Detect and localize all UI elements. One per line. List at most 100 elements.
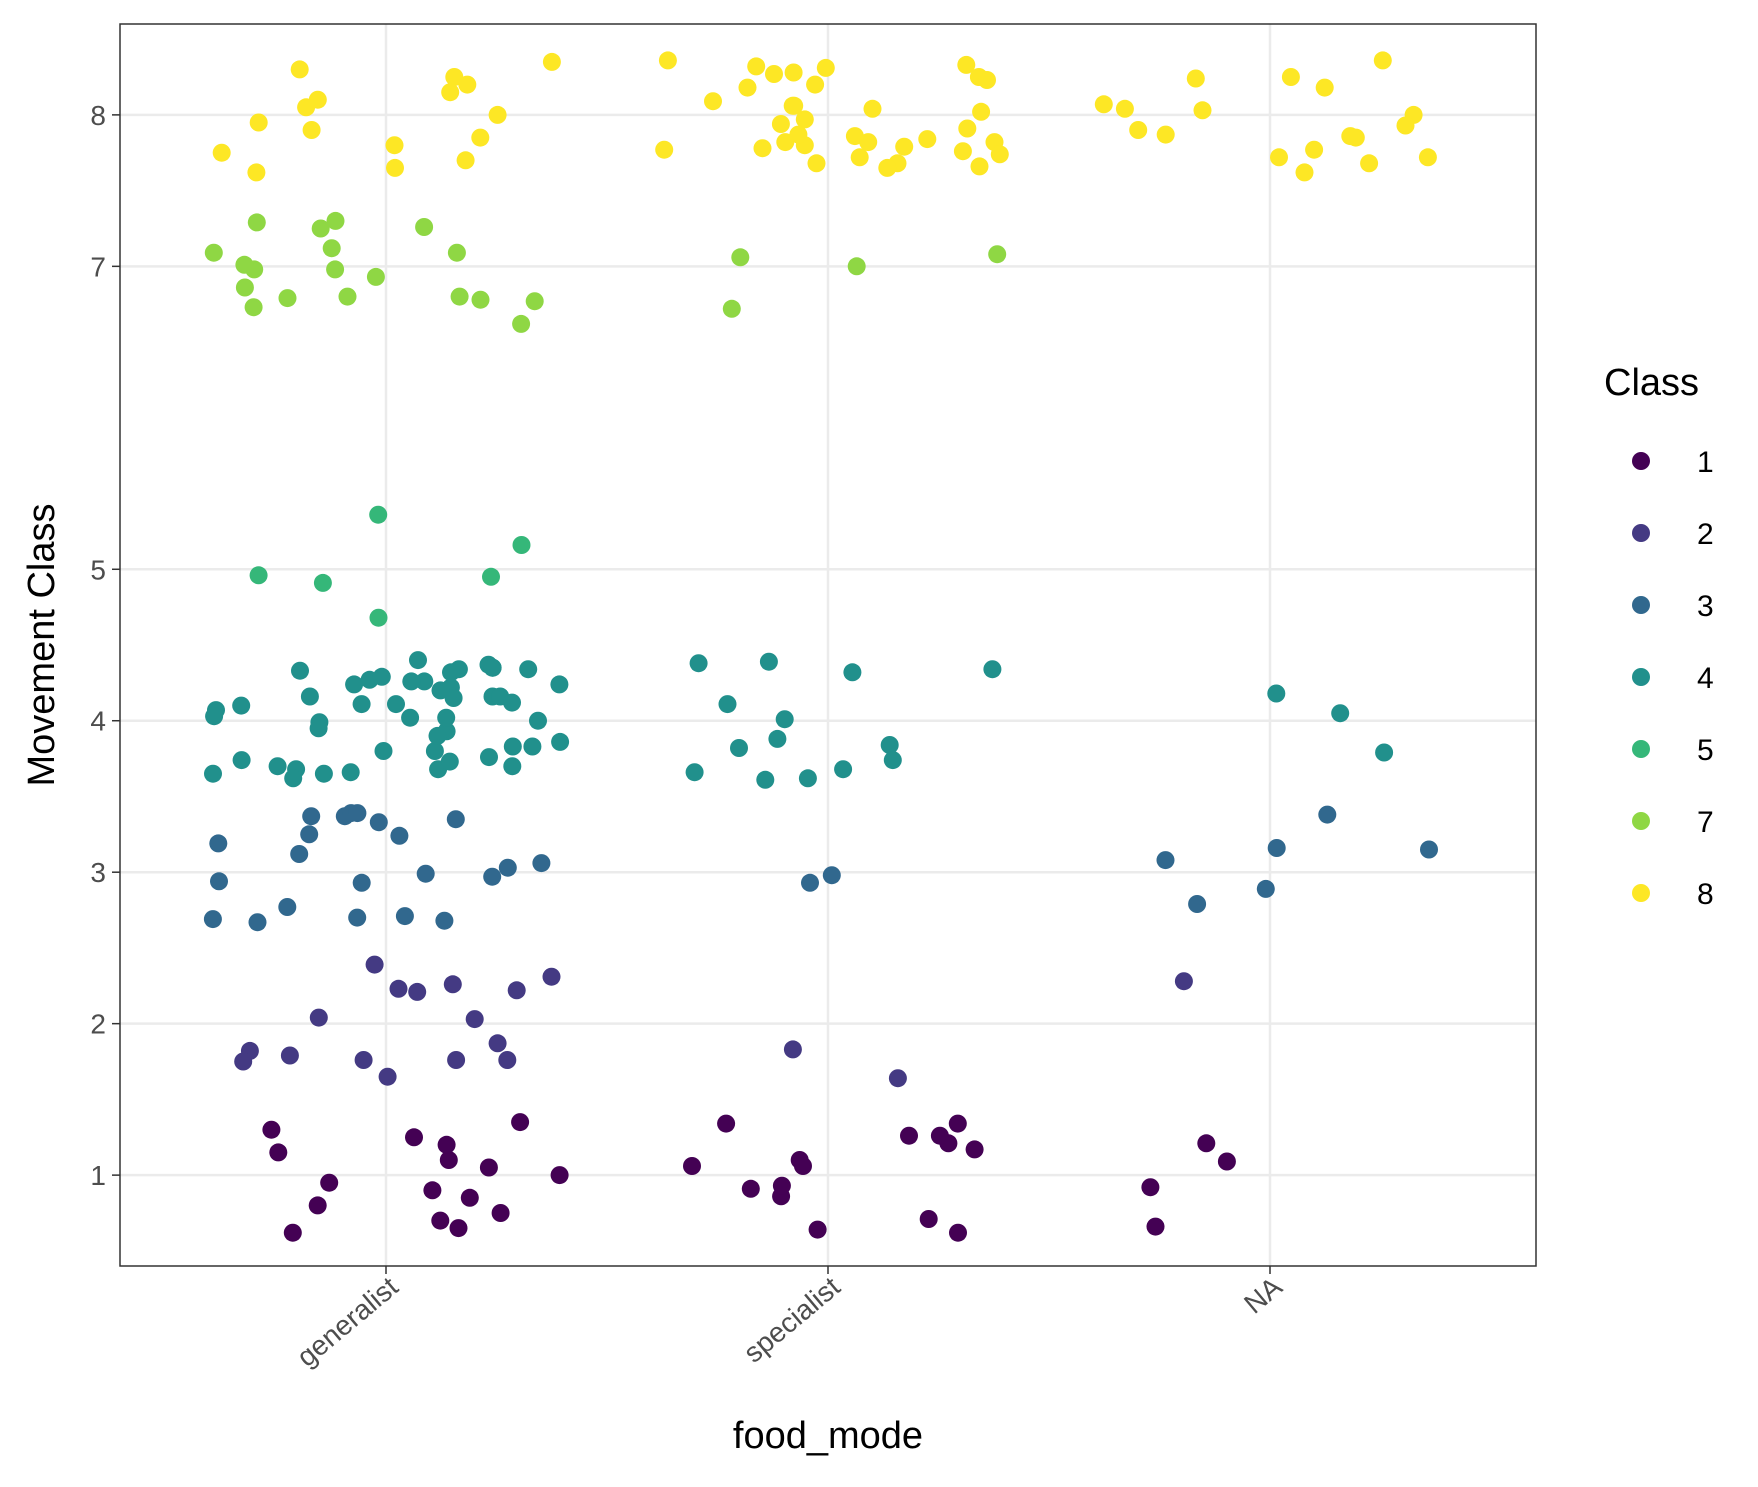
data-point <box>990 145 1009 164</box>
data-point <box>523 737 542 756</box>
data-point <box>386 158 404 177</box>
data-point <box>1396 116 1415 135</box>
data-point <box>248 913 267 932</box>
data-point <box>704 92 722 111</box>
data-point <box>498 1051 517 1069</box>
data-point <box>297 98 316 117</box>
data-point <box>444 689 463 707</box>
data-point <box>405 1128 423 1147</box>
data-point <box>850 148 869 167</box>
data-point <box>772 1176 791 1195</box>
data-point <box>511 1113 530 1132</box>
data-point <box>765 65 783 83</box>
data-point <box>309 719 328 738</box>
data-point <box>747 57 766 76</box>
data-point <box>1270 148 1288 167</box>
data-point <box>390 826 409 845</box>
data-point <box>480 748 498 767</box>
data-point <box>847 257 866 276</box>
data-point <box>807 154 826 173</box>
data-point <box>449 1219 468 1238</box>
data-point <box>471 128 490 147</box>
data-point <box>1281 68 1300 86</box>
data-point <box>1129 121 1148 139</box>
data-point <box>808 1220 827 1239</box>
data-point <box>326 211 345 230</box>
data-point <box>519 660 538 679</box>
data-point <box>930 1126 949 1145</box>
data-point <box>491 1204 510 1222</box>
data-point <box>365 955 384 974</box>
data-point <box>372 667 391 686</box>
data-point <box>456 151 475 170</box>
data-point <box>483 867 502 886</box>
data-point <box>512 314 531 333</box>
legend-label: 3 <box>1697 590 1714 623</box>
data-point <box>446 810 465 829</box>
data-point <box>416 864 435 883</box>
data-point <box>442 663 460 682</box>
data-point <box>204 243 223 262</box>
data-point <box>789 125 808 144</box>
data-point <box>1331 704 1350 723</box>
data-point <box>302 807 321 826</box>
data-point <box>479 1158 498 1177</box>
data-point <box>278 898 297 916</box>
data-point <box>783 96 802 115</box>
data-point <box>756 770 775 789</box>
data-point <box>439 1151 458 1169</box>
data-point <box>387 695 405 714</box>
y-axis-title: Movement Class <box>21 504 63 787</box>
data-point <box>423 1181 442 1200</box>
data-point <box>1188 895 1207 913</box>
data-point <box>209 834 228 853</box>
data-point <box>949 1223 967 1242</box>
data-point <box>348 804 367 823</box>
data-point <box>311 219 330 238</box>
data-point <box>247 163 266 182</box>
data-point <box>425 742 444 760</box>
data-point <box>957 55 976 74</box>
data-point <box>1174 972 1193 991</box>
data-point <box>249 113 268 132</box>
data-point <box>465 1010 484 1029</box>
y-tick-label: 7 <box>90 251 106 282</box>
data-point <box>498 858 517 877</box>
data-point <box>741 1179 760 1198</box>
data-point <box>1186 69 1205 88</box>
data-point <box>300 687 319 706</box>
data-point <box>369 505 388 524</box>
data-point <box>532 854 551 873</box>
data-point <box>428 726 447 745</box>
data-point <box>302 121 321 139</box>
data-point <box>795 110 814 129</box>
legend-key <box>1632 812 1650 830</box>
data-point <box>262 1120 281 1139</box>
data-point <box>525 292 544 311</box>
data-point <box>290 845 309 863</box>
data-point <box>1295 163 1314 182</box>
data-point <box>445 68 464 86</box>
data-point <box>369 813 388 832</box>
legend-label: 1 <box>1697 446 1714 479</box>
data-point <box>753 139 772 158</box>
data-point <box>471 290 490 309</box>
data-point <box>550 1166 569 1185</box>
data-point <box>806 75 825 94</box>
data-point <box>415 672 434 691</box>
data-point <box>408 982 427 1001</box>
data-point <box>503 757 522 776</box>
data-point <box>300 825 319 844</box>
data-point <box>352 695 371 714</box>
data-point <box>843 663 862 682</box>
data-point <box>385 136 404 155</box>
data-point <box>542 967 561 986</box>
data-point <box>880 736 899 754</box>
data-point <box>731 248 750 267</box>
data-point <box>1373 51 1392 70</box>
data-point <box>512 536 531 554</box>
data-point <box>816 58 835 77</box>
legend-title: Class <box>1604 362 1699 404</box>
y-tick-label: 4 <box>90 706 106 737</box>
data-point <box>269 1143 288 1162</box>
